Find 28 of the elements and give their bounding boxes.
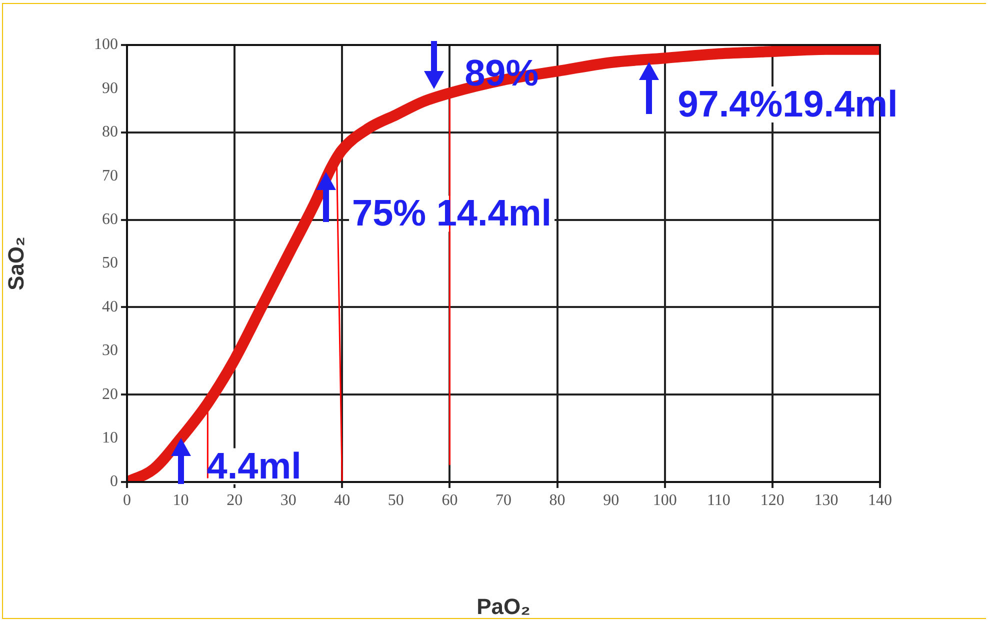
x-tick-label: 50	[388, 492, 404, 509]
y-tick-label: 0	[110, 473, 118, 490]
y-tick-label: 100	[94, 36, 118, 54]
x-tick-label: 120	[760, 492, 784, 509]
y-tick-label: 60	[102, 211, 118, 228]
x-tick-label: 140	[868, 492, 892, 509]
x-tick-label: 90	[603, 492, 620, 509]
x-tick-label: 20	[226, 492, 243, 509]
y-tick-label: 30	[102, 342, 118, 360]
y-tick-label: 70	[102, 167, 118, 184]
x-tick-label: 130	[814, 492, 838, 509]
x-tick-label: 70	[496, 492, 512, 509]
x-tick-label: 10	[172, 492, 189, 509]
x-tick-label: 0	[123, 492, 131, 509]
x-tick-label: 30	[280, 492, 296, 509]
x-tick-label: 110	[706, 492, 730, 509]
y-tick-label: 90	[102, 80, 118, 97]
y-tick-label: 80	[102, 124, 118, 141]
y-tick-label: 40	[102, 298, 118, 316]
x-tick-label: 100	[652, 492, 677, 509]
y-axis-title: SaO₂	[3, 236, 28, 290]
x-tick-label: 60	[442, 492, 458, 509]
x-tick-label: 80	[549, 492, 566, 509]
y-tick-label: 50	[102, 254, 118, 272]
y-tick-label: 20	[102, 386, 118, 403]
x-tick-label: 40	[334, 492, 350, 509]
y-tick-label: 10	[102, 430, 118, 447]
x-axis-title: PaO₂	[476, 594, 530, 619]
